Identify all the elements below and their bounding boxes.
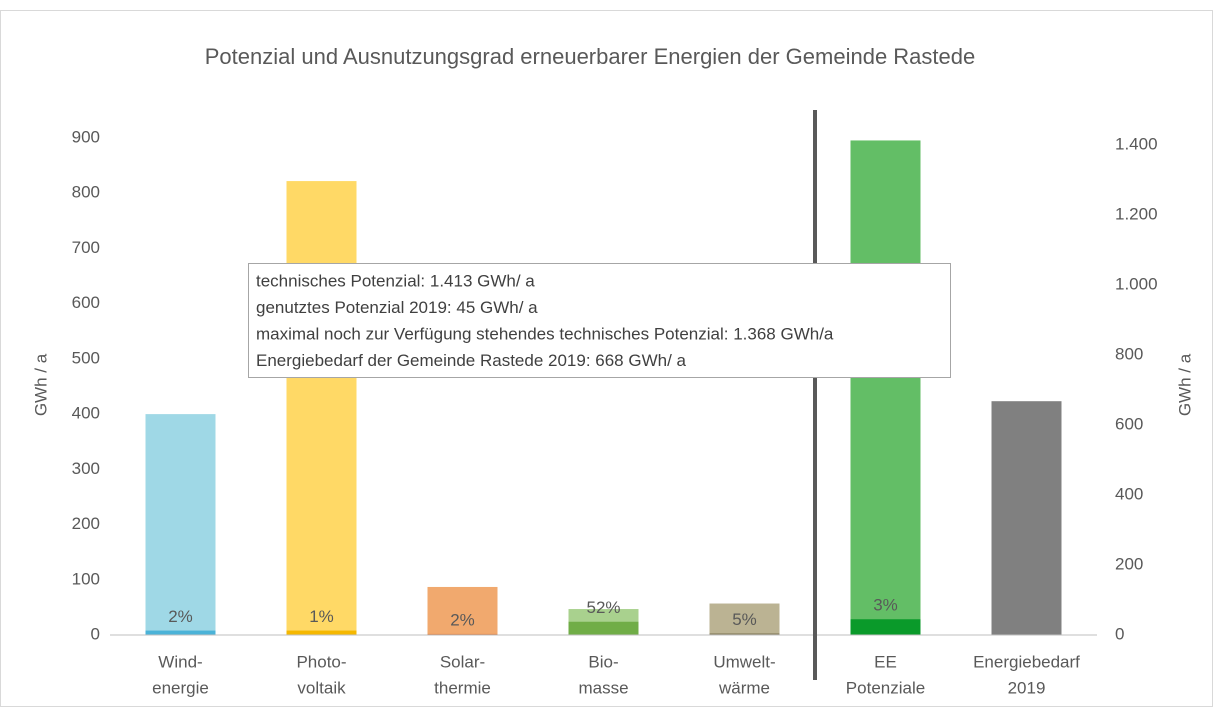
x-tick-label: Bio- xyxy=(588,652,618,671)
bar xyxy=(991,401,1062,635)
bar xyxy=(568,621,639,635)
x-tick-label: Potenziale xyxy=(846,678,925,697)
bar xyxy=(145,630,216,635)
y-tick-label: 700 xyxy=(72,238,100,257)
y-axis-label: GWh / a xyxy=(31,353,50,416)
y-tick-label: 0 xyxy=(91,624,100,643)
share-label: 1% xyxy=(309,607,334,626)
share-label: 5% xyxy=(732,610,757,629)
share-label: 52% xyxy=(586,598,620,617)
bar xyxy=(427,586,498,635)
bar xyxy=(850,140,921,635)
y-tick-label: 900 xyxy=(72,127,100,146)
share-label: 2% xyxy=(450,610,475,629)
x-tick-label: Umwelt- xyxy=(713,652,775,671)
bar xyxy=(286,630,357,635)
x-tick-label: energie xyxy=(152,678,209,697)
y-tick-label: 400 xyxy=(72,404,100,423)
bar xyxy=(145,414,216,635)
bar xyxy=(286,181,357,635)
y2-tick-label: 0 xyxy=(1115,624,1124,643)
bar xyxy=(709,603,780,635)
y-tick-label: 300 xyxy=(72,459,100,478)
annotation-box xyxy=(248,263,951,378)
annotation-line: maximal noch zur Verfügung stehendes tec… xyxy=(256,324,834,343)
x-tick-label: 2019 xyxy=(1008,678,1046,697)
x-tick-label: masse xyxy=(578,678,628,697)
y2-tick-label: 800 xyxy=(1115,344,1143,363)
chart-title: Potenzial und Ausnutzungsgrad erneuerbar… xyxy=(205,44,976,69)
y-tick-label: 500 xyxy=(72,348,100,367)
x-tick-label: Energiebedarf xyxy=(973,652,1080,671)
bar xyxy=(850,619,921,635)
x-tick-label: Wind- xyxy=(158,652,202,671)
share-label: 3% xyxy=(873,596,898,615)
y2-tick-label: 600 xyxy=(1115,414,1143,433)
y2-tick-label: 1.000 xyxy=(1115,274,1158,293)
y-tick-label: 200 xyxy=(72,514,100,533)
x-tick-label: wärme xyxy=(718,678,770,697)
x-tick-label: Solar- xyxy=(440,652,485,671)
annotation-line: technisches Potenzial: 1.413 GWh/ a xyxy=(256,271,535,290)
y2-axis-label: GWh / a xyxy=(1175,353,1194,416)
y-tick-label: 600 xyxy=(72,293,100,312)
y-tick-label: 800 xyxy=(72,183,100,202)
x-tick-label: Photo- xyxy=(296,652,346,671)
y2-tick-label: 400 xyxy=(1115,484,1143,503)
y2-tick-label: 1.200 xyxy=(1115,204,1158,223)
x-tick-label: EE xyxy=(874,652,897,671)
annotation-line: genutztes Potenzial 2019: 45 GWh/ a xyxy=(256,298,538,317)
share-label: 2% xyxy=(168,607,193,626)
bar xyxy=(427,633,498,635)
y-tick-label: 100 xyxy=(72,569,100,588)
annotation-line: Energiebedarf der Gemeinde Rastede 2019:… xyxy=(256,351,687,370)
y2-tick-label: 1.400 xyxy=(1115,134,1158,153)
x-tick-label: thermie xyxy=(434,678,491,697)
bar xyxy=(709,633,780,635)
x-tick-label: voltaik xyxy=(297,678,346,697)
y2-tick-label: 200 xyxy=(1115,554,1143,573)
